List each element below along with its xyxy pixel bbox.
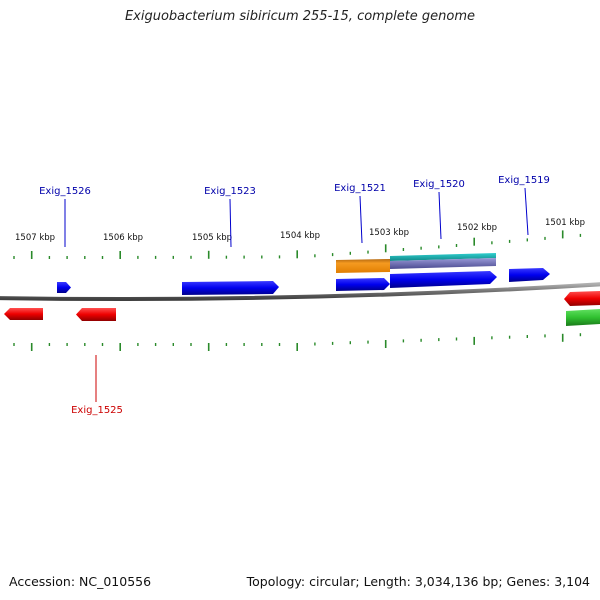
ruler-label: 1501 kbp xyxy=(545,218,585,228)
leader-exig-1519 xyxy=(524,187,529,236)
ruler-label: 1503 kbp xyxy=(369,228,409,238)
label-exig-1521[interactable]: Exig_1521 xyxy=(334,183,386,194)
leader-exig-1523 xyxy=(229,198,232,248)
genome-backbone xyxy=(0,282,600,302)
label-exig-1520[interactable]: Exig_1520 xyxy=(413,179,465,190)
gene-reverse-right[interactable] xyxy=(564,291,600,306)
purple-feature[interactable] xyxy=(390,258,496,269)
accession-text: Accession: NC_010556 xyxy=(9,574,152,589)
label-exig-1525[interactable]: Exig_1525 xyxy=(71,405,123,416)
gene-exig-1520[interactable] xyxy=(390,271,497,288)
gene-exig-1525[interactable] xyxy=(76,308,116,321)
gene-exig-1526[interactable] xyxy=(57,282,71,293)
forward-leader-lines xyxy=(64,187,529,248)
leader-exig-1521 xyxy=(359,195,363,244)
label-exig-1526[interactable]: Exig_1526 xyxy=(39,186,91,197)
leader-exig-1520 xyxy=(438,191,442,240)
ruler-label: 1506 kbp xyxy=(103,233,143,243)
label-exig-1519[interactable]: Exig_1519 xyxy=(498,175,550,186)
ruler-label: 1505 kbp xyxy=(192,233,232,243)
gene-exig-1519[interactable] xyxy=(509,268,550,282)
ruler-label: 1504 kbp xyxy=(280,231,320,241)
label-exig-1523[interactable]: Exig_1523 xyxy=(204,186,256,197)
green-feature[interactable] xyxy=(566,309,600,326)
ruler-label: 1507 kbp xyxy=(15,233,55,243)
genome-summary-text: Topology: circular; Length: 3,034,136 bp… xyxy=(246,574,590,589)
forward-genes xyxy=(57,268,550,295)
reverse-genes xyxy=(4,291,600,321)
ruler-label: 1502 kbp xyxy=(457,223,497,233)
genome-title: Exiguobacterium sibiricum 255-15, comple… xyxy=(124,9,476,24)
orange-feature[interactable] xyxy=(336,259,390,273)
gene-reverse-left[interactable] xyxy=(4,308,43,320)
ruler-ticks-bottom xyxy=(13,333,582,351)
gene-exig-1523[interactable] xyxy=(182,281,279,295)
teal-feature[interactable] xyxy=(390,253,496,261)
feature-tracks xyxy=(336,253,600,326)
ruler-ticks-top xyxy=(13,230,582,259)
gene-exig-1521[interactable] xyxy=(336,278,390,291)
